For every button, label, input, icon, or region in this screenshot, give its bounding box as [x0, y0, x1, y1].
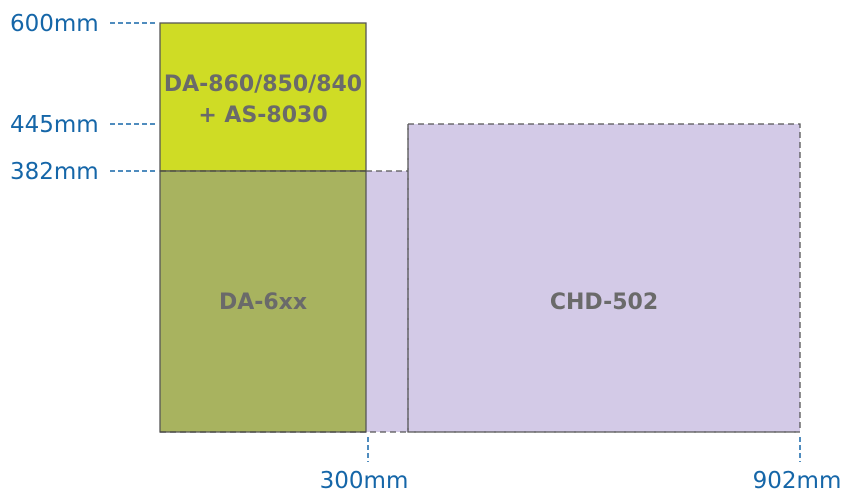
da-6xx-label: DA-6xx — [219, 290, 307, 315]
width-marker-300: 300mm — [320, 437, 409, 494]
height-label-445: 445mm — [10, 112, 99, 138]
width-label-300: 300mm — [320, 468, 409, 494]
height-label-382: 382mm — [10, 159, 99, 185]
height-label-600: 600mm — [10, 11, 99, 37]
da-860-label-line1: DA-860/850/840 — [164, 72, 362, 97]
width-label-902: 902mm — [753, 468, 842, 494]
height-marker-600: 600mm — [10, 11, 156, 37]
height-marker-382: 382mm — [10, 159, 156, 185]
height-marker-445: 445mm — [10, 112, 156, 138]
chd-502-strip — [366, 171, 408, 432]
chd-502-label: CHD-502 — [550, 290, 658, 315]
da-860-box — [159, 22, 367, 172]
chd-502-box — [407, 123, 801, 433]
da-860-label-line2: + AS-8030 — [198, 103, 327, 128]
da-6xx-box — [159, 170, 367, 433]
width-marker-902: 902mm — [753, 437, 842, 494]
chd-502-footprint — [160, 123, 801, 433]
